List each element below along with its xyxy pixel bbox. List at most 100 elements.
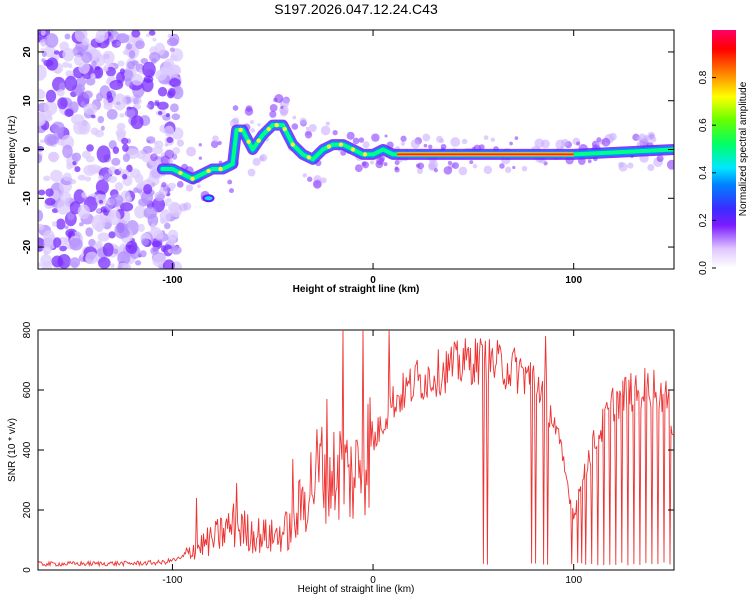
noise-blob bbox=[62, 172, 72, 182]
noise-blob bbox=[160, 245, 167, 253]
noise-blob bbox=[95, 193, 107, 206]
noise-blob bbox=[43, 100, 58, 116]
noise-blob bbox=[131, 73, 144, 86]
noise-blob bbox=[167, 88, 176, 97]
noise-blob bbox=[452, 162, 460, 170]
noise-blob bbox=[38, 146, 45, 152]
noise-blob bbox=[78, 222, 84, 227]
noise-blob bbox=[163, 185, 170, 192]
noise-blob bbox=[122, 143, 129, 152]
noise-blob bbox=[169, 54, 178, 61]
noise-blob bbox=[41, 261, 53, 269]
noise-blob bbox=[252, 157, 261, 166]
noise-blob bbox=[302, 173, 308, 178]
noise-blob bbox=[210, 140, 219, 149]
noise-blob bbox=[422, 133, 431, 142]
noise-blob bbox=[483, 135, 489, 140]
ridge-spot bbox=[350, 147, 356, 152]
noise-blob bbox=[627, 162, 634, 169]
noise-blob bbox=[140, 234, 146, 239]
noise-blob bbox=[124, 109, 136, 118]
noise-blob bbox=[64, 33, 71, 40]
noise-blob bbox=[274, 93, 284, 104]
ridge-spot bbox=[326, 144, 332, 149]
noise-blob bbox=[509, 141, 513, 146]
noise-blob bbox=[153, 230, 164, 240]
noise-blob bbox=[44, 33, 59, 48]
noise-blob bbox=[166, 136, 174, 144]
top-y-tick-label: 0 bbox=[22, 146, 33, 152]
colorbar: 0.0 0.2 0.4 0.6 0.8 Normalized spectral ampl… bbox=[698, 30, 749, 275]
noise-blob bbox=[450, 137, 461, 147]
noise-blob bbox=[250, 120, 254, 124]
ridge-spot bbox=[306, 155, 312, 160]
ridge-spot bbox=[206, 168, 211, 174]
noise-blob bbox=[96, 145, 111, 163]
noise-blob bbox=[59, 41, 69, 51]
noise-blob bbox=[212, 135, 219, 143]
noise-blob bbox=[280, 105, 284, 110]
noise-blob bbox=[43, 175, 51, 182]
bottom-y-tick-label: 800 bbox=[22, 321, 33, 338]
noise-blob bbox=[66, 162, 73, 170]
noise-blob bbox=[44, 197, 56, 206]
noise-blob bbox=[154, 101, 160, 107]
noise-blob bbox=[94, 66, 101, 71]
noise-blob bbox=[376, 156, 385, 165]
noise-blob bbox=[57, 139, 65, 146]
noise-blob bbox=[146, 136, 156, 144]
noise-blob bbox=[250, 128, 255, 133]
ridge-spot bbox=[282, 126, 287, 132]
noise-blob bbox=[228, 188, 235, 194]
noise-blob bbox=[62, 144, 73, 159]
noise-blob bbox=[410, 139, 421, 149]
noise-blob bbox=[417, 162, 425, 170]
snr-line bbox=[38, 330, 674, 568]
noise-blob bbox=[114, 222, 129, 239]
noise-blob bbox=[134, 260, 142, 266]
noise-blob bbox=[109, 193, 124, 207]
noise-blob bbox=[90, 73, 96, 80]
noise-blob bbox=[108, 210, 116, 219]
noise-blob bbox=[540, 139, 550, 149]
noise-blob bbox=[59, 245, 67, 252]
noise-blob bbox=[107, 175, 118, 183]
noise-blob bbox=[80, 101, 86, 108]
noise-blob bbox=[57, 97, 68, 110]
noise-blob bbox=[656, 154, 664, 162]
ridge-spot bbox=[362, 152, 368, 157]
ridge-spot bbox=[202, 194, 215, 203]
noise-blob bbox=[104, 99, 109, 105]
top-y-tick-label: -10 bbox=[22, 191, 33, 206]
noise-blob bbox=[72, 46, 85, 57]
noise-blob bbox=[167, 158, 174, 164]
noise-blob bbox=[176, 139, 185, 147]
noise-blob bbox=[116, 41, 121, 47]
noise-blob bbox=[157, 101, 169, 110]
noise-blob bbox=[38, 142, 41, 147]
noise-blob bbox=[69, 238, 83, 251]
noise-blob bbox=[394, 167, 400, 173]
noise-blob bbox=[154, 42, 166, 56]
bottom-y-tick-label: 600 bbox=[22, 381, 33, 398]
noise-blob bbox=[46, 57, 59, 71]
noise-blob bbox=[428, 163, 436, 171]
noise-blob bbox=[217, 140, 222, 146]
noise-blob bbox=[447, 160, 452, 165]
noise-blob bbox=[416, 167, 424, 175]
noise-blob bbox=[110, 263, 115, 269]
noise-blob bbox=[139, 250, 147, 258]
noise-blob bbox=[469, 160, 474, 165]
snr-series bbox=[38, 330, 674, 568]
bottom-y-tick-label: 400 bbox=[22, 441, 33, 458]
noise-blob bbox=[127, 60, 135, 70]
noise-blob bbox=[141, 190, 154, 205]
noise-blob bbox=[647, 163, 655, 172]
noise-blob bbox=[561, 138, 569, 147]
noise-blob bbox=[46, 135, 60, 145]
noise-blob bbox=[59, 191, 72, 203]
noise-blob bbox=[83, 103, 98, 115]
noise-blob bbox=[152, 197, 166, 213]
noise-blob bbox=[39, 139, 46, 144]
